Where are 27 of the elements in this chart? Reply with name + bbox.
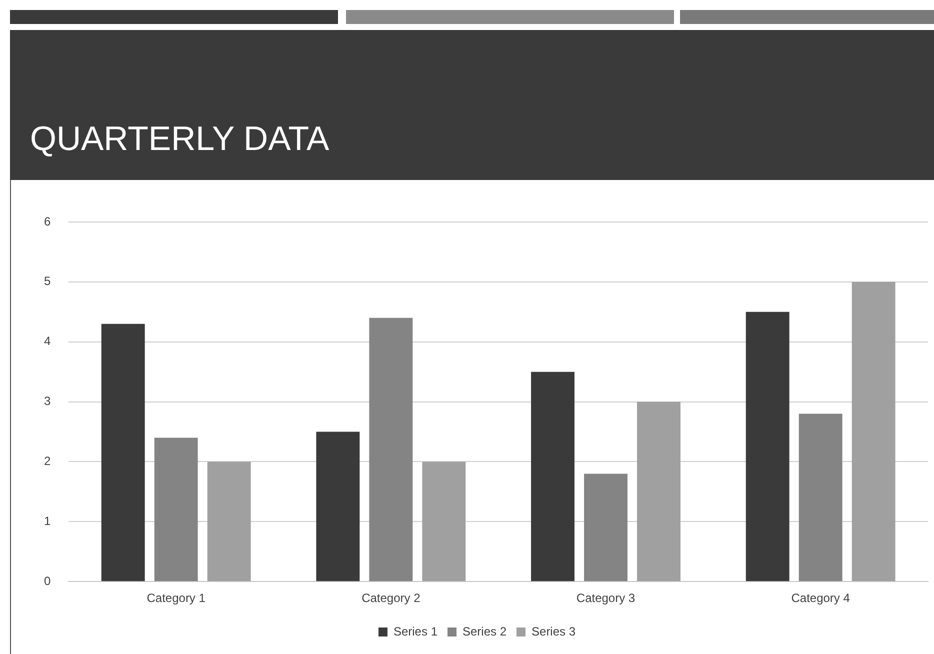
bar	[746, 312, 790, 582]
bar	[369, 318, 413, 582]
y-tick-label: 1	[44, 514, 51, 528]
bar	[798, 414, 842, 582]
x-tick-label: Category 2	[362, 591, 421, 606]
x-tick-label: Category 1	[146, 591, 206, 606]
bar	[531, 372, 574, 582]
bar	[101, 324, 145, 582]
bar	[422, 462, 466, 582]
y-tick-label: 6	[44, 214, 51, 228]
legend-label: Series 3	[532, 624, 576, 638]
bar	[316, 432, 360, 582]
y-tick-label: 4	[44, 334, 51, 348]
x-tick-label: Category 3	[576, 591, 636, 606]
chart-title: QUARTERLY DATA	[30, 120, 330, 159]
y-tick-label: 3	[44, 394, 51, 408]
bar	[852, 282, 896, 582]
bar	[637, 402, 680, 582]
bar	[207, 462, 251, 582]
bar	[154, 438, 198, 582]
y-tick-label: 2	[44, 454, 51, 468]
legend-label: Series 2	[462, 624, 507, 638]
y-tick-label: 5	[44, 274, 51, 288]
x-tick-label: Category 4	[791, 591, 850, 606]
bar	[584, 474, 628, 582]
legend-label: Series 1	[393, 624, 438, 638]
y-tick-label: 0	[44, 574, 51, 588]
